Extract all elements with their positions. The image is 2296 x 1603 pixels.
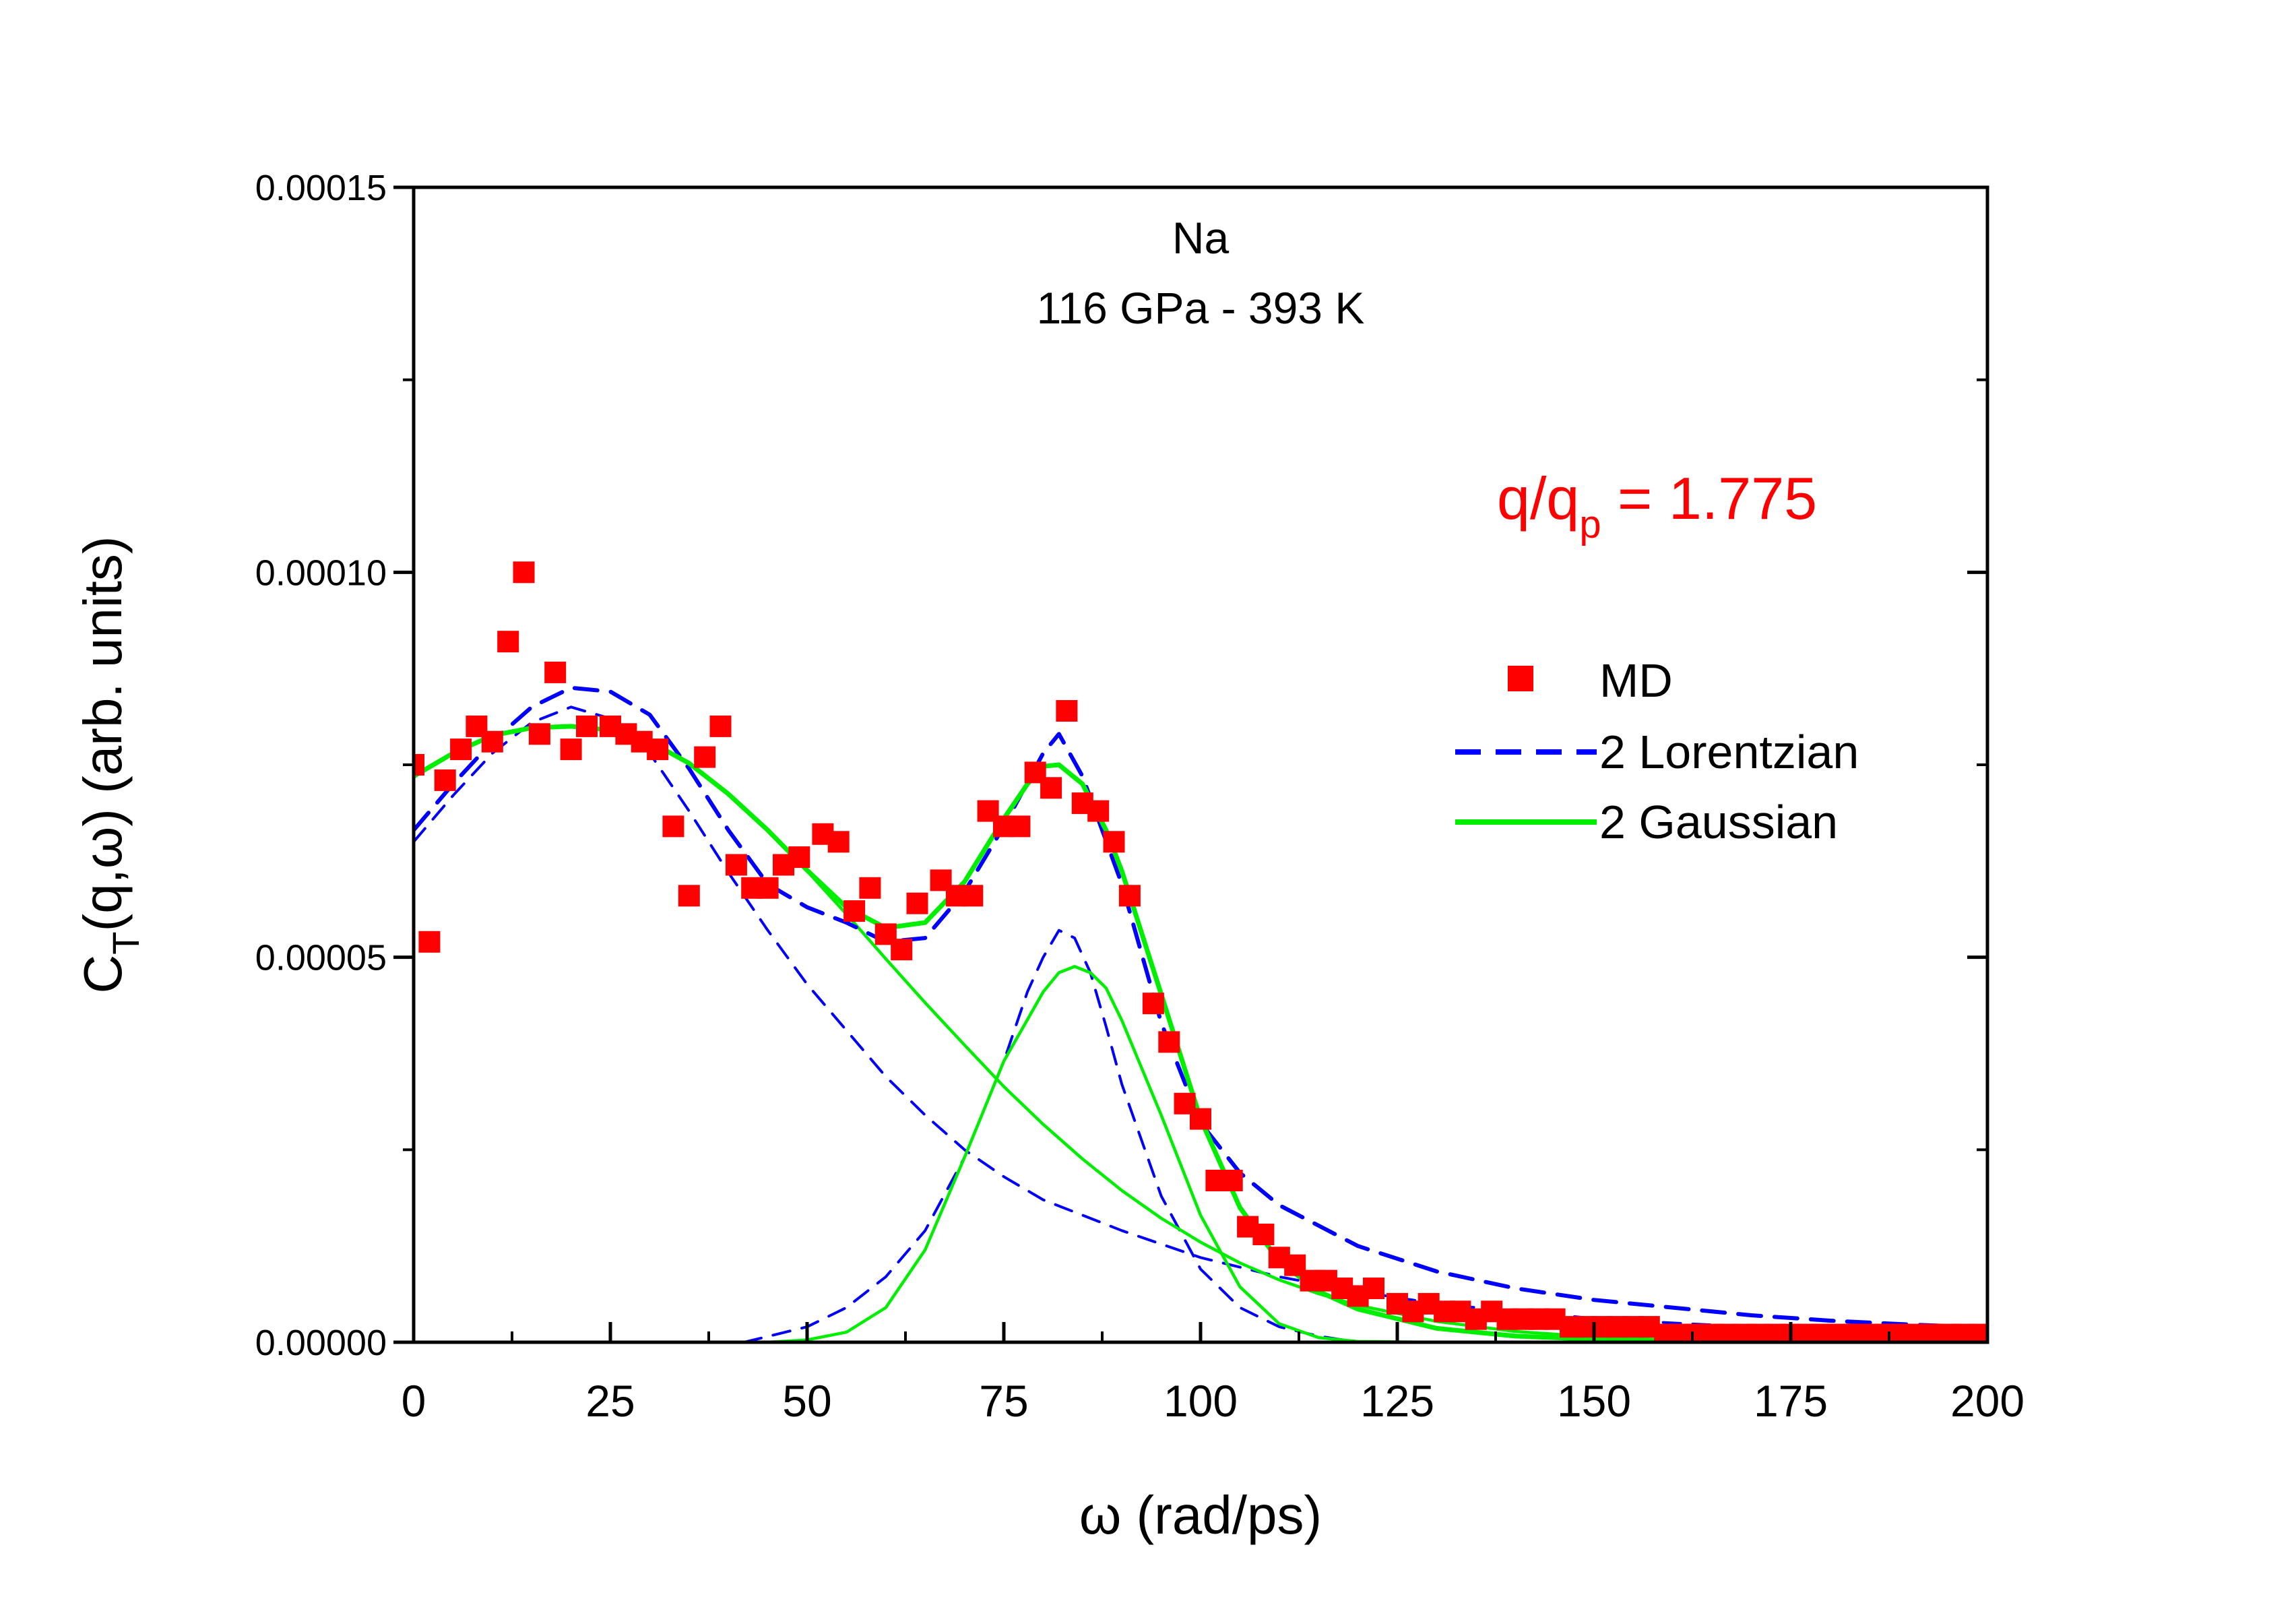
md-data-point [694,746,716,768]
x-tick-label: 50 [782,1376,831,1426]
md-data-point [843,900,866,922]
series-line-gaussian-component-2 [414,965,1987,1342]
legend-label-gaussian: 2 Gaussian [1599,796,1838,848]
legend-label-lorentzian: 2 Lorentzian [1599,726,1859,778]
legend-label-md: MD [1599,654,1673,707]
md-data-point [1142,993,1164,1015]
md-data-point [1009,815,1031,838]
x-axis-title: ω (rad/ps) [1079,1485,1322,1545]
x-tick-label: 25 [585,1376,635,1426]
md-data-point [1252,1224,1275,1245]
y-axis-title-main: C [73,955,133,994]
x-tick-label: 75 [979,1376,1028,1426]
md-data-point [1363,1278,1384,1299]
md-data-point [450,738,472,761]
axes: 0 25 50 75 100 125 150 175 200 0.00000 0.00005 0.00… [255,168,2024,1426]
y-axis-title: CT(q,ω) (arb. units) [73,536,147,993]
y-tick-label: 0.00000 [255,1323,387,1363]
md-data-point [859,877,881,899]
x-tick-label: 125 [1360,1376,1434,1426]
legend-marker-md [1508,666,1533,691]
q-ratio-subscript: p [1579,503,1601,546]
x-tick-label: 175 [1754,1376,1828,1426]
md-data-point [1040,777,1062,799]
legend: MD 2 Lorentzian 2 Gaussian [1455,654,1859,848]
md-data-point [1103,831,1125,853]
md-data-point [961,885,984,907]
y-tick-label: 0.00015 [255,168,387,208]
md-data-point [544,661,567,683]
chart-title-line-1: Na [1172,213,1230,263]
y-tick-label: 0.00005 [255,938,387,978]
md-data-point [1087,800,1110,822]
md-data-point [891,939,913,961]
md-data-point [560,738,582,761]
md-data-point [678,885,700,907]
md-data-point [418,931,441,953]
x-tick-label: 0 [402,1376,426,1426]
md-data-point [1969,1323,1987,1342]
md-data-point [709,715,732,737]
md-data-point [647,738,669,761]
x-tick-label: 100 [1163,1376,1238,1426]
y-axis-title-subscript: T [104,932,147,955]
md-data-point [513,561,535,584]
md-data-point [662,815,684,838]
curves-layer [414,685,1987,1342]
md-data-point [1221,1170,1243,1191]
y-axis-title-rest: (q,ω) (arb. units) [73,536,133,931]
md-data-point [1158,1031,1180,1053]
md-data-point [906,892,928,914]
md-data-point [414,754,424,776]
series-line-lorentzian-component-2 [742,929,1360,1342]
series-line-2-lorentzian [414,685,1987,1330]
x-tick-label: 150 [1557,1376,1631,1426]
md-data-point [576,715,598,737]
points-layer [414,561,1987,1342]
q-ratio-main: q/q [1497,465,1579,532]
plot-area [412,185,1989,1344]
md-data-point [1056,700,1078,722]
md-data-point [788,846,810,869]
x-tick-label: 200 [1950,1376,2024,1426]
md-data-point [1118,885,1141,907]
md-data-point [528,723,550,745]
md-data-point [827,831,850,853]
md-data-point [757,877,779,899]
q-ratio-value: = 1.775 [1601,465,1818,532]
md-data-point [497,631,519,653]
q-ratio-annotation: q/qp = 1.775 [1497,465,1817,546]
md-data-point [434,769,456,791]
chart-title-line-2: 116 GPa - 393 K [1037,283,1365,333]
md-data-point [481,730,503,753]
md-data-point [725,854,747,876]
y-tick-label: 0.00010 [255,553,387,593]
md-data-point [1190,1108,1211,1130]
